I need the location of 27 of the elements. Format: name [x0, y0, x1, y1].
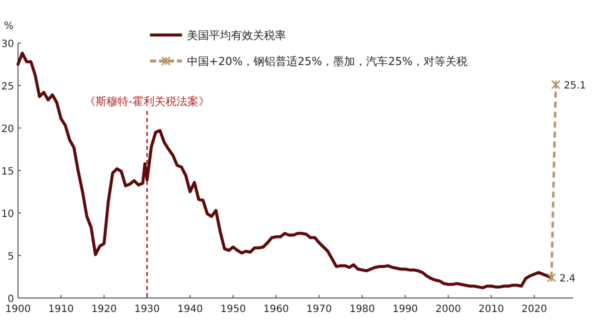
- x-tick-label: 1960: [263, 304, 289, 315]
- y-tick-label: 10: [1, 209, 14, 220]
- x-tick-label: 1910: [48, 304, 74, 315]
- data-label: 2.4: [559, 274, 576, 285]
- y-tick-label: 30: [1, 39, 14, 50]
- y-tick-label: 5: [8, 252, 14, 262]
- y-tick-label: 0: [8, 294, 14, 305]
- x-tick-label: 1930: [134, 304, 160, 315]
- x-tick-label: 1970: [306, 304, 332, 315]
- y-tick-label: 20: [1, 124, 14, 135]
- x-tick-label: 1940: [177, 304, 203, 315]
- legend-label: 美国平均有效关税率: [187, 29, 286, 42]
- x-tick-label: 2000: [436, 304, 461, 315]
- x-tick-label: 1920: [91, 304, 117, 315]
- y-axis-title: %: [4, 21, 14, 32]
- data-label: 25.1: [564, 80, 586, 92]
- x-tick-label: 1980: [349, 304, 375, 315]
- x-tick-label: 2020: [522, 304, 548, 315]
- x-tick-label: 2010: [478, 304, 504, 315]
- y-tick-label: 25: [1, 82, 14, 92]
- x-tick-label: 1950: [220, 304, 246, 315]
- y-tick-label: 15: [1, 166, 14, 178]
- x-tick-label: 1900: [5, 304, 31, 315]
- legend-label: 中国+20%，钢铝普适25%，墨加，汽车25%，对等关税: [187, 55, 468, 68]
- ref-line-label: 《斯穆特-霍利关税法案》: [84, 95, 210, 108]
- ref-line: 《斯穆特-霍利关税法案》: [84, 95, 210, 298]
- x-tick-label: 1990: [392, 304, 418, 315]
